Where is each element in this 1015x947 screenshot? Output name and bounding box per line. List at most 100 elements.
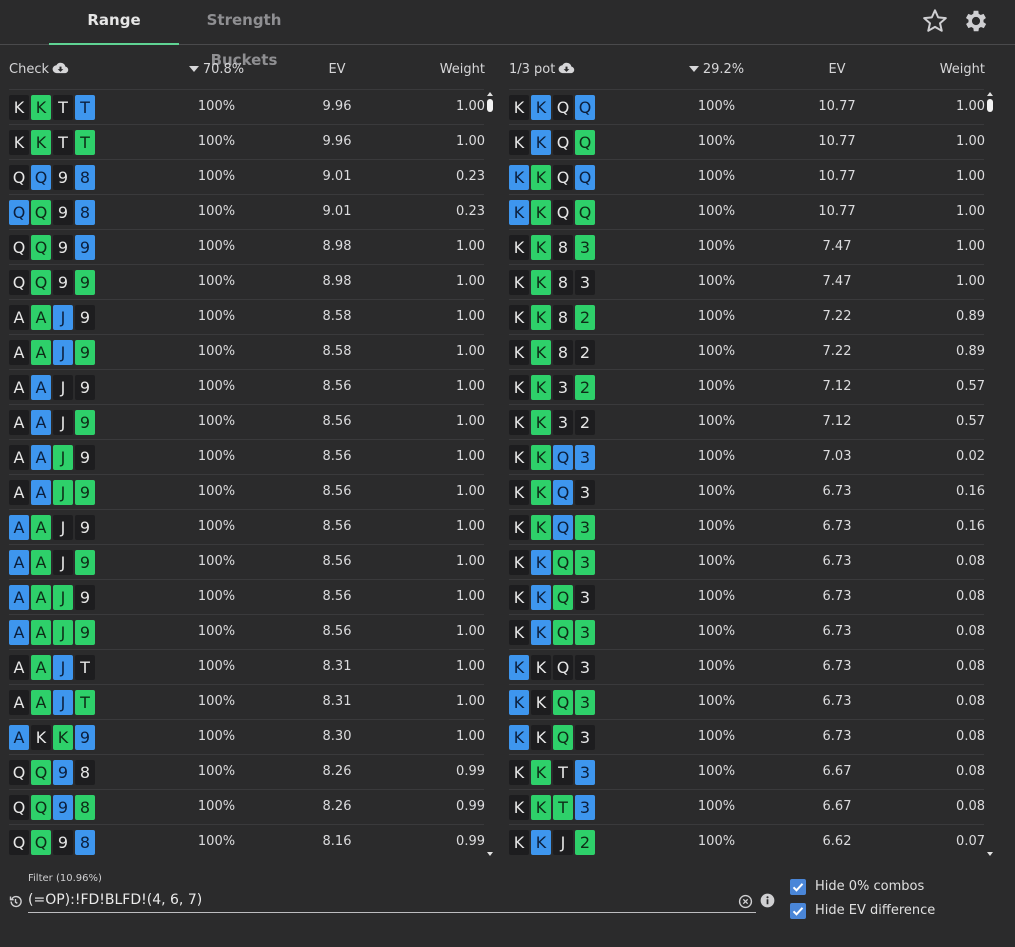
combo-row[interactable]: Q Q 9 8 100% 8.26 0.99 — [9, 754, 485, 789]
frequency-sort[interactable]: 29.2% — [669, 62, 764, 77]
scrollbar[interactable] — [485, 90, 495, 860]
combo-row[interactable]: K K T T 100% 9.96 1.00 — [9, 124, 485, 159]
combo-row[interactable]: K K T 3 100% 6.67 0.08 — [509, 754, 985, 789]
combo-row[interactable]: K K Q 3 100% 6.73 0.08 — [509, 614, 985, 649]
combo-row[interactable]: A A J 9 100% 8.56 1.00 — [9, 474, 485, 509]
combo-row[interactable]: A A J 9 100% 8.56 1.00 — [9, 404, 485, 439]
combo-row[interactable]: Q Q 9 8 100% 8.16 0.99 — [9, 824, 485, 859]
frequency-value: 100% — [197, 414, 236, 429]
card: 3 — [575, 690, 595, 715]
combo-row[interactable]: K K Q 3 100% 6.73 0.08 — [509, 544, 985, 579]
clear-circle-icon[interactable] — [738, 894, 753, 909]
frequency-sort[interactable]: 70.8% — [169, 62, 264, 77]
combo-row[interactable]: A A J 9 100% 8.56 1.00 — [9, 439, 485, 474]
combo-row[interactable]: K K 3 2 100% 7.12 0.57 — [509, 369, 985, 404]
combo-row[interactable]: Q Q 9 8 100% 8.26 0.99 — [9, 789, 485, 824]
combo-row[interactable]: A K K 9 100% 8.30 1.00 — [9, 719, 485, 754]
checkbox-checked-icon[interactable] — [790, 879, 806, 895]
combo-row[interactable]: K K Q 3 100% 6.73 0.08 — [509, 684, 985, 719]
weight-value: 0.08 — [956, 624, 985, 639]
weight-value: 0.57 — [956, 379, 985, 394]
combo-row[interactable]: K K T T 100% 9.96 1.00 — [9, 89, 485, 124]
combo-row[interactable]: A A J 9 100% 8.56 1.00 — [9, 614, 485, 649]
hide-zero-combos-checkbox[interactable]: Hide 0% combos — [790, 877, 970, 897]
weight-header[interactable]: Weight — [439, 62, 485, 77]
scrollbar[interactable] — [985, 90, 995, 860]
combo-row[interactable]: K K 8 3 100% 7.47 1.00 — [509, 229, 985, 264]
combo-row[interactable]: K K Q 3 100% 6.73 0.08 — [509, 579, 985, 614]
card: K — [531, 200, 551, 225]
filter-input[interactable] — [28, 888, 756, 913]
combo-row[interactable]: K K J 2 100% 6.62 0.07 — [509, 824, 985, 859]
combo-row[interactable]: K K 8 3 100% 7.47 1.00 — [509, 264, 985, 299]
cloud-download-icon[interactable] — [558, 62, 575, 74]
combo-row[interactable]: K K 8 2 100% 7.22 0.89 — [509, 299, 985, 334]
ev-value: 6.73 — [822, 694, 852, 709]
combo-row[interactable]: Q Q 9 8 100% 9.01 0.23 — [9, 194, 485, 229]
combo-row[interactable]: K K Q 3 100% 6.73 0.08 — [509, 649, 985, 684]
weight-value: 1.00 — [956, 169, 985, 184]
combo-row[interactable]: K K Q Q 100% 10.77 1.00 — [509, 194, 985, 229]
ev-value: 7.22 — [822, 344, 852, 359]
weight-value: 0.08 — [956, 764, 985, 779]
combo-row[interactable]: A A J 9 100% 8.56 1.00 — [9, 369, 485, 404]
combo-row[interactable]: A A J 9 100% 8.56 1.00 — [9, 579, 485, 614]
card: Q — [9, 795, 29, 820]
card: Q — [553, 725, 573, 750]
combo-row[interactable]: K K Q 3 100% 6.73 0.16 — [509, 474, 985, 509]
combo-row[interactable]: K K 8 2 100% 7.22 0.89 — [509, 334, 985, 369]
card: 3 — [575, 655, 595, 680]
combo-row[interactable]: K K Q 3 100% 6.73 0.08 — [509, 719, 985, 754]
combo-row[interactable]: A A J T 100% 8.31 1.00 — [9, 684, 485, 719]
hide-ev-difference-checkbox[interactable]: Hide EV difference — [790, 901, 970, 921]
history-icon[interactable] — [8, 894, 23, 909]
star-icon[interactable] — [921, 7, 949, 35]
checkbox-checked-icon[interactable] — [790, 903, 806, 919]
weight-header[interactable]: Weight — [939, 62, 985, 77]
frequency-value: 100% — [197, 694, 236, 709]
action-name[interactable]: 1/3 pot — [509, 62, 575, 77]
combo-row[interactable]: A A J 9 100% 8.56 1.00 — [9, 544, 485, 579]
weight-value: 0.23 — [456, 169, 485, 184]
combo-row[interactable]: K K Q Q 100% 10.77 1.00 — [509, 159, 985, 194]
ev-value: 8.56 — [322, 519, 352, 534]
combo-row[interactable]: A A J 9 100% 8.56 1.00 — [9, 509, 485, 544]
cloud-download-icon[interactable] — [52, 62, 69, 74]
card: Q — [553, 585, 573, 610]
action-name[interactable]: Check — [9, 62, 69, 77]
combo-row[interactable]: A A J 9 100% 8.58 1.00 — [9, 334, 485, 369]
weight-value: 1.00 — [956, 204, 985, 219]
combo-row[interactable]: K K Q 3 100% 7.03 0.02 — [509, 439, 985, 474]
combo-row[interactable]: Q Q 9 9 100% 8.98 1.00 — [9, 264, 485, 299]
combo-row[interactable]: K K Q 3 100% 6.73 0.16 — [509, 509, 985, 544]
ev-header[interactable]: EV — [828, 62, 846, 77]
ev-header[interactable]: EV — [328, 62, 346, 77]
gear-icon[interactable] — [962, 7, 990, 35]
ev-value: 6.73 — [822, 624, 852, 639]
card: A — [31, 515, 51, 540]
weight-value: 1.00 — [956, 134, 985, 149]
info-icon[interactable] — [760, 893, 775, 908]
card: Q — [31, 760, 51, 785]
combo-row[interactable]: K K T 3 100% 6.67 0.08 — [509, 789, 985, 824]
weight-value: 1.00 — [456, 99, 485, 114]
tab-strength-buckets[interactable]: Strength Buckets — [206, 11, 282, 69]
ev-value: 8.56 — [322, 589, 352, 604]
combo-row[interactable]: K K 3 2 100% 7.12 0.57 — [509, 404, 985, 439]
card: A — [31, 585, 51, 610]
combo-row[interactable]: K K Q Q 100% 10.77 1.00 — [509, 124, 985, 159]
ev-value: 8.98 — [322, 274, 352, 289]
tab-range[interactable]: Range — [49, 0, 179, 45]
combo-row[interactable]: K K Q Q 100% 10.77 1.00 — [509, 89, 985, 124]
combo-row[interactable]: A A J 9 100% 8.58 1.00 — [9, 299, 485, 334]
card: A — [9, 340, 29, 365]
card: J — [53, 655, 73, 680]
weight-value: 0.99 — [456, 799, 485, 814]
combo-row[interactable]: Q Q 9 9 100% 8.98 1.00 — [9, 229, 485, 264]
combo-row[interactable]: A A J T 100% 8.31 1.00 — [9, 649, 485, 684]
combo-row[interactable]: Q Q 9 8 100% 9.01 0.23 — [9, 159, 485, 194]
